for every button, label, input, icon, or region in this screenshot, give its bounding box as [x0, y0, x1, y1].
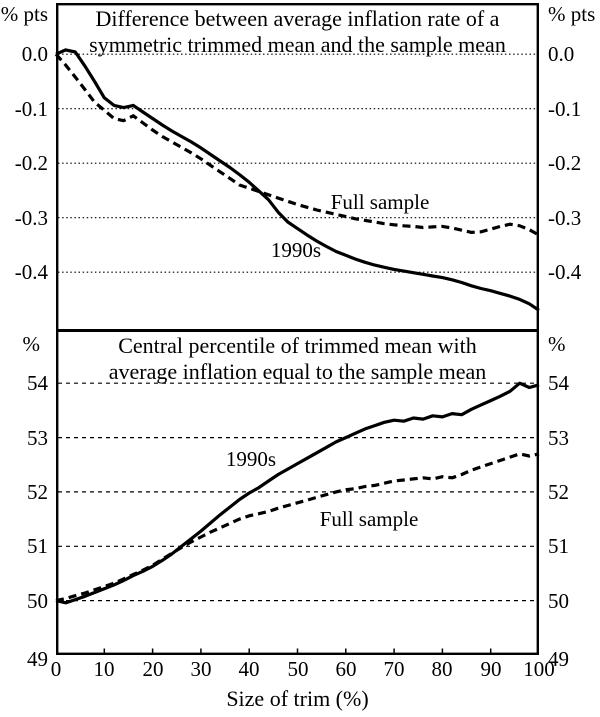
y-tick-label-right--0.4: -0.4	[548, 260, 582, 284]
series-label-full-sample-panel-2: Full sample	[319, 507, 419, 531]
y-tick-label-right-0.0: 0.0	[548, 42, 575, 66]
series-label-1990s-panel-1: 1990s	[270, 238, 322, 262]
x-tick-label-20: 20	[142, 657, 164, 681]
x-tick-label-60: 60	[335, 657, 357, 681]
bottom-panel-title-line-1: Central percentile of trimmed mean with	[118, 333, 477, 358]
plot-frame	[56, 2, 540, 655]
x-tick-label-0: 0	[50, 657, 62, 681]
bottom-panel-left-axis-unit: %	[22, 332, 41, 356]
series-line-1990s-panel-1	[55, 48, 540, 312]
top-panel-title-line-1: Difference between average inflation rat…	[95, 6, 500, 31]
series-line-full-sample-panel-1	[54, 53, 540, 237]
y-tick-label-right-53: 53	[548, 426, 569, 450]
x-tick-label-30: 30	[190, 657, 212, 681]
y-tick-label-left-49: 49	[27, 647, 48, 671]
x-tick-label-70: 70	[383, 657, 405, 681]
x-tick-label-50: 50	[287, 657, 309, 681]
top-panel-left-axis-unit: % pts	[0, 2, 48, 26]
bottom-panel-title-line-2: average inflation equal to the sample me…	[108, 359, 487, 384]
y-tick-label-right--0.1: -0.1	[548, 97, 582, 121]
y-tick-label-right-49: 49	[548, 647, 569, 671]
top-panel-right-axis-unit: % pts	[548, 2, 596, 26]
x-tick-label-40: 40	[238, 657, 260, 681]
y-tick-label-right-52: 52	[548, 480, 569, 504]
y-tick-label-right-50: 50	[548, 589, 569, 613]
y-tick-label-right--0.2: -0.2	[548, 151, 582, 175]
series-line-1990s-panel-2	[55, 381, 540, 605]
x-tick-label-90: 90	[480, 657, 502, 681]
bottom-panel-right-axis-unit: %	[548, 332, 566, 356]
y-tick-label-left--0.4: -0.4	[14, 260, 48, 284]
y-tick-label-left-53: 53	[27, 426, 48, 450]
x-tick-label-10: 10	[93, 657, 115, 681]
y-tick-label-left-54: 54	[27, 371, 48, 395]
y-tick-label-left--0.2: -0.2	[14, 151, 48, 175]
y-tick-label-right-51: 51	[548, 534, 569, 558]
y-tick-label-left-0.0: 0.0	[21, 42, 48, 66]
y-tick-label-left--0.3: -0.3	[14, 206, 48, 230]
top-panel-title-line-2: symmetric trimmed mean and the sample me…	[89, 32, 506, 57]
x-tick-label-80: 80	[431, 657, 453, 681]
y-tick-label-right--0.3: -0.3	[548, 206, 582, 230]
y-tick-label-left-51: 51	[27, 534, 48, 558]
y-tick-label-left--0.1: -0.1	[14, 97, 48, 121]
y-tick-label-left-52: 52	[27, 480, 48, 504]
x-tick-label-100: 100	[523, 657, 555, 681]
series-label-1990s-panel-2: 1990s	[225, 447, 277, 471]
series-label-full-sample-panel-1: Full sample	[330, 190, 430, 214]
y-tick-label-right-54: 54	[548, 371, 569, 395]
x-axis-title: Size of trim (%)	[226, 686, 369, 711]
y-tick-label-left-50: 50	[27, 589, 48, 613]
